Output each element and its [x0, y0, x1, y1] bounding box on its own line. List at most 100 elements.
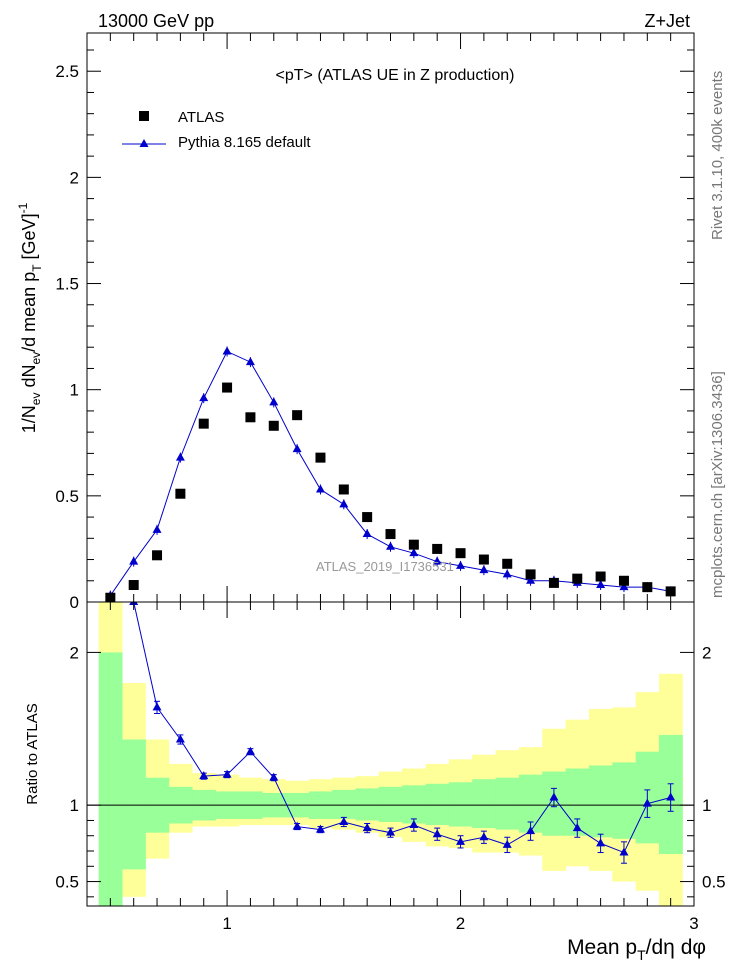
legend-marker-atlas [139, 111, 149, 121]
atlas-point [245, 412, 256, 423]
pythia-point [199, 393, 209, 402]
watermark-label: ATLAS_2019_I1736531 [316, 559, 454, 574]
pythia-point [479, 565, 489, 574]
ratio-point [199, 771, 209, 780]
atlas-point [502, 558, 513, 569]
ratio-point [106, 571, 115, 579]
atlas-point [525, 569, 536, 580]
ratio-point [526, 826, 536, 835]
atlas-point [618, 575, 629, 586]
ratio-y-tick-label-right: 2 [702, 643, 711, 662]
mcplots-reference-label: mcplots.cern.ch [arXiv:1306.3436] [709, 371, 726, 598]
atlas-point [175, 488, 186, 499]
ratio-point [386, 827, 395, 836]
legend-marker-pythia [139, 139, 149, 147]
atlas-point [408, 539, 419, 550]
ratio-point [432, 829, 442, 838]
atlas-point [385, 529, 396, 540]
pythia-point [432, 556, 442, 565]
ratio-point [245, 746, 255, 755]
ratio-point [362, 823, 372, 832]
uncertainty-band-inner [355, 788, 380, 821]
main-y-tick-label: 0 [70, 593, 79, 612]
atlas-point [432, 543, 443, 554]
x-tick-label: 2 [456, 914, 465, 933]
header-left-label: 13000 GeV pp [98, 11, 214, 31]
ratio-point [409, 820, 419, 829]
atlas-point [268, 420, 279, 431]
atlas-point [362, 512, 373, 523]
ratio-y-axis-title: Ratio to ATLAS [24, 703, 41, 804]
ratio-point [479, 832, 489, 841]
atlas-point [315, 452, 326, 463]
ratio-point [619, 847, 629, 856]
atlas-point [478, 554, 489, 565]
main-y-tick-label: 2.5 [55, 62, 79, 81]
uncertainty-band-inner [495, 777, 520, 830]
rivet-version-label: Rivet 3.1.10, 400k events [709, 71, 726, 240]
main-y-tick-label: 1.5 [55, 275, 79, 294]
uncertainty-band-inner [565, 768, 590, 836]
ratio-y-tick-label-right: 0.5 [702, 873, 726, 892]
uncertainty-band-inner [472, 779, 497, 829]
atlas-point [128, 580, 139, 591]
pythia-point [269, 397, 279, 406]
pythia-point [292, 444, 302, 453]
uncertainty-band-inner [425, 783, 450, 826]
ratio-point [292, 821, 302, 830]
ratio-y-tick-label-right: 1 [702, 796, 711, 815]
pythia-point [129, 556, 139, 565]
atlas-point [222, 382, 233, 393]
ratio-point [502, 839, 512, 848]
ratio-point [339, 816, 349, 825]
uncertainty-band-inner [612, 762, 637, 839]
svg-text:1/Nev dNev/d mean pT [GeV]-1: 1/Nev dNev/d mean pT [GeV]-1 [16, 202, 44, 433]
pythia-point [409, 548, 419, 557]
ratio-point [315, 824, 325, 833]
ratio-y-tick-label: 0.5 [55, 873, 79, 892]
uncertainty-band-inner [518, 774, 543, 833]
pythia-point [315, 484, 325, 493]
atlas-point [338, 484, 349, 495]
atlas-point [572, 573, 583, 584]
ratio-y-tick-label: 1 [70, 796, 79, 815]
pythia-point [222, 346, 232, 355]
ratio-panel: 0.5 0.5 1 1 2 2 1 2 3 Ratio to ATLAS [24, 571, 726, 933]
ratio-point [666, 792, 676, 801]
atlas-point [595, 571, 606, 582]
pythia-point [175, 452, 185, 461]
pythia-point [596, 580, 606, 589]
ratio-y-tick-label: 2 [70, 643, 79, 662]
pythia-point [456, 560, 466, 569]
pythia-point [386, 541, 395, 550]
ratio-point [549, 792, 559, 801]
main-panel: 0 0.5 1 1.5 2 2.5 <pT> (ATLAS UE in Z product… [16, 32, 695, 612]
uncertainty-band-inner [448, 782, 473, 827]
pythia-point [362, 529, 372, 538]
pythia-point [152, 524, 162, 533]
pythia-point [526, 575, 536, 584]
x-tick-label: 3 [689, 914, 698, 933]
ratio-point [596, 838, 606, 847]
main-y-tick-label: 2 [70, 168, 79, 187]
uncertainty-band-inner [588, 765, 613, 838]
y-axis-title: 1/Nev dNev/d mean pT [GeV]-1 [16, 202, 44, 433]
atlas-point [198, 418, 209, 429]
pythia-point [245, 357, 255, 366]
legend-label-pythia: Pythia 8.165 default [178, 134, 311, 151]
legend-label-atlas: ATLAS [178, 109, 224, 126]
x-axis-title: Mean pT/dη dφ [567, 936, 706, 963]
uncertainty-band-inner [98, 652, 123, 906]
ratio-point [572, 823, 582, 832]
pythia-point [339, 499, 349, 508]
ratio-point [175, 734, 185, 743]
atlas-point [292, 410, 303, 421]
main-y-tick-label: 0.5 [55, 487, 79, 506]
ratio-point [456, 836, 466, 845]
uncertainty-band-inner [402, 785, 427, 824]
ratio-point [152, 702, 162, 711]
x-tick-label: 1 [222, 914, 231, 933]
atlas-point [665, 586, 676, 597]
ratio-point [222, 769, 232, 778]
